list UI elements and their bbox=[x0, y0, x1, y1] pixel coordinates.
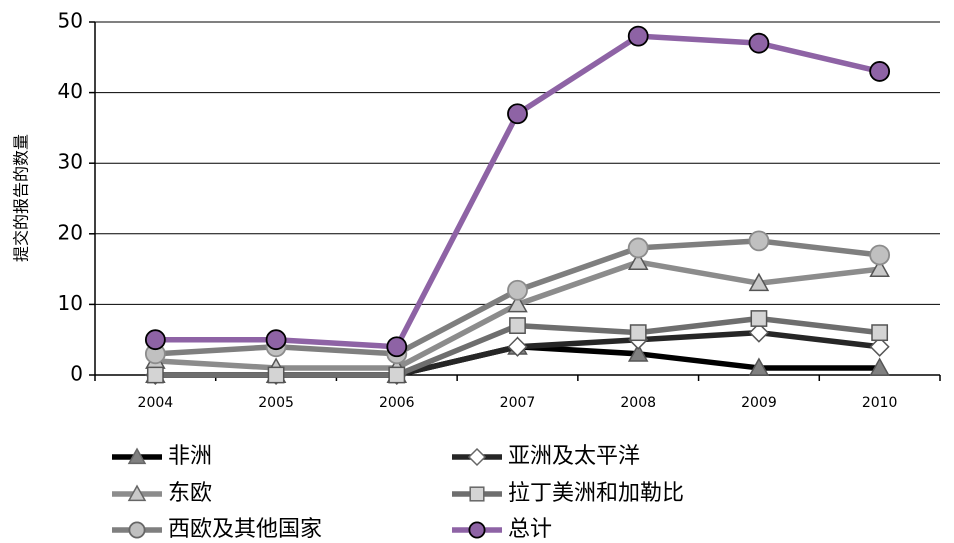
y-tick-labels: 0 10 20 30 40 50 bbox=[58, 9, 95, 386]
data-point bbox=[265, 329, 287, 351]
data-point bbox=[507, 103, 528, 125]
legend-marker bbox=[127, 447, 147, 465]
y-tick-label: 10 bbox=[58, 291, 83, 315]
legend-marker bbox=[127, 484, 147, 502]
series-3 bbox=[146, 310, 889, 384]
data-point bbox=[627, 25, 649, 47]
data-point bbox=[627, 237, 649, 259]
y-tick-label: 0 bbox=[70, 362, 83, 386]
x-tick-label: 2008 bbox=[620, 395, 656, 411]
data-point bbox=[507, 293, 528, 313]
legend-marker bbox=[128, 521, 146, 539]
legend-label: 西欧及其他国家 bbox=[168, 517, 322, 542]
legend-marker bbox=[468, 521, 486, 539]
legend-label: 非洲 bbox=[168, 444, 212, 469]
data-point bbox=[509, 317, 526, 334]
legend-label: 东欧 bbox=[168, 481, 212, 506]
legend-item: 拉丁美洲和加勒比 bbox=[452, 481, 684, 506]
y-axis-label: 提交的报告的数量 bbox=[12, 134, 31, 262]
data-point bbox=[146, 366, 164, 384]
y-tick-label: 30 bbox=[58, 150, 83, 174]
data-point bbox=[748, 322, 769, 343]
x-tick-label: 2005 bbox=[258, 395, 294, 411]
data-point bbox=[144, 329, 166, 351]
legend-label: 亚洲及太平洋 bbox=[508, 444, 640, 469]
data-point bbox=[627, 343, 649, 362]
legend-label: 拉丁美洲和加勒比 bbox=[508, 481, 684, 506]
data-point bbox=[750, 310, 768, 327]
series-2 bbox=[145, 251, 890, 376]
gridlines bbox=[95, 21, 940, 305]
data-point bbox=[869, 61, 891, 82]
x-tick-label: 2004 bbox=[138, 395, 174, 411]
legend-item: 东欧 bbox=[112, 481, 212, 506]
legend-marker bbox=[469, 486, 485, 502]
data-point bbox=[869, 244, 891, 266]
data-point bbox=[748, 272, 770, 292]
data-point bbox=[388, 366, 406, 384]
data-point bbox=[629, 324, 647, 342]
data-point bbox=[386, 336, 408, 358]
data-point bbox=[748, 357, 770, 376]
data-point bbox=[869, 258, 890, 278]
x-tick-label: 2010 bbox=[862, 395, 898, 411]
data-point bbox=[869, 336, 890, 357]
legend-item: 亚洲及太平洋 bbox=[452, 444, 640, 469]
legend-item: 总计 bbox=[452, 517, 552, 542]
data-point bbox=[871, 324, 889, 342]
y-tick-label: 20 bbox=[58, 220, 83, 244]
y-tick-label: 50 bbox=[58, 9, 83, 33]
legend-item: 非洲 bbox=[112, 444, 212, 469]
x-tick-labels: 2004 2005 2006 2007 2008 2009 2010 bbox=[94, 375, 941, 411]
x-tick-label: 2006 bbox=[379, 395, 415, 411]
legend-marker bbox=[467, 447, 487, 467]
data-point bbox=[748, 230, 770, 252]
data-point bbox=[869, 357, 890, 376]
data-point bbox=[748, 32, 770, 54]
x-tick-label: 2007 bbox=[500, 395, 536, 411]
legend-label: 总计 bbox=[508, 517, 552, 542]
series-group bbox=[144, 25, 891, 386]
series-5 bbox=[144, 25, 891, 358]
data-point bbox=[507, 279, 528, 301]
legend-item: 西欧及其他国家 bbox=[112, 517, 322, 542]
data-point bbox=[507, 336, 528, 357]
x-tick-label: 2009 bbox=[741, 395, 777, 411]
data-point bbox=[267, 366, 285, 384]
y-tick-label: 40 bbox=[58, 79, 83, 103]
data-point bbox=[627, 251, 649, 270]
